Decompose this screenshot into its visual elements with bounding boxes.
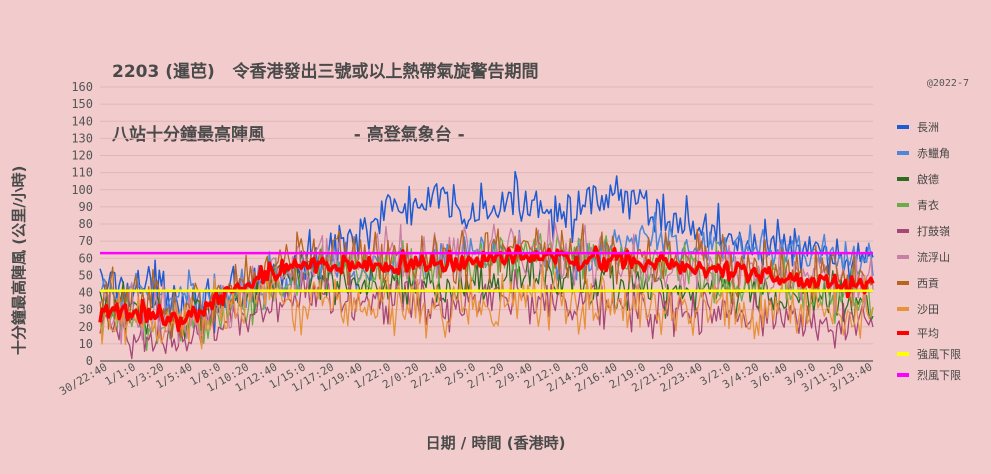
y-tick-label: 60 [79,251,93,265]
series-lines [98,170,875,360]
legend-item: 沙田 [897,301,939,317]
legend-swatch [897,177,909,181]
legend-item: 烈風下限 [897,367,961,383]
legend-label: 烈風下限 [917,369,961,382]
y-tick-label: 70 [79,234,93,248]
chart-title-line1: 2203 (暹芭) 令香港發出三號或以上熱帶氣旋警告期間 [112,62,539,82]
legend-label: 長洲 [917,121,939,134]
y-tick-label: 0 [86,354,93,368]
y-tick-label: 20 [79,320,93,334]
legend-label: 青衣 [917,199,939,212]
y-tick-label: 10 [79,337,93,351]
legend-swatch [897,255,909,259]
grid-lines [100,86,873,345]
legend-label: 流浮山 [917,251,950,264]
y-tick-label: 50 [79,268,93,282]
legend-label: 赤鱲角 [917,147,950,160]
y-tick-label: 80 [79,217,93,231]
legend-label: 西貢 [917,277,939,290]
legend-label: 強風下限 [917,348,961,361]
legend-swatch [897,229,909,233]
legend-item: 流浮山 [897,249,950,265]
y-axis-label: 十分鐘最高陣風 (公里/小時) [10,165,28,355]
legend-item: 赤鱲角 [897,145,950,161]
legend-swatch [897,373,909,377]
y-tick-label: 120 [71,149,93,163]
legend-swatch [897,203,909,207]
y-tick-label: 130 [71,131,93,145]
legend-item: 平均 [897,325,939,341]
legend-swatch [897,331,909,335]
copyright-label: @2022-7 [926,78,969,89]
legend-item: 打鼓嶺 [897,223,950,239]
y-tick-label: 160 [71,80,93,94]
x-tick-labels: 30/22:401/1:01/3:201/5:401/8:01/10:201/1… [57,360,874,398]
legend-item: 西貢 [897,275,939,291]
legend-label: 平均 [917,327,939,340]
legend-swatch [897,352,909,356]
legend-label: 沙田 [917,303,939,316]
x-tick-label: 30/22:40 [57,360,109,398]
legend-swatch [897,125,909,129]
y-tick-label: 90 [79,200,93,214]
legend-swatch [897,281,909,285]
y-tick-label: 150 [71,97,93,111]
chart-title-line2: 八站十分鐘最高陣風 - 高登氣象台 - [112,125,465,145]
y-tick-label: 140 [71,114,93,128]
legend-swatch [897,307,909,311]
legend-item: 強風下限 [897,346,961,362]
chart-title: 2203 (暹芭) 令香港發出三號或以上熱帶氣旋警告期間 八站十分鐘最高陣風 -… [112,20,539,167]
legend-label: 啟德 [917,173,939,186]
y-tick-label: 100 [71,183,93,197]
legend-item: 啟德 [897,171,939,187]
y-tick-labels: 0 10 20 30 40 50 60 70 80 90 100 110 120 130 140 150 160 [71,80,93,368]
legend-item: 青衣 [897,197,939,213]
series-line-8 [98,244,875,333]
y-tick-label: 40 [79,286,93,300]
y-tick-label: 30 [79,303,93,317]
legend-label: 打鼓嶺 [917,225,950,238]
series-line-7 [99,263,874,350]
x-axis-label: 日期 / 時間 (香港時) [425,434,566,452]
y-tick-label: 110 [71,166,93,180]
legend-item: 長洲 [897,119,939,135]
legend-swatch [897,151,909,155]
